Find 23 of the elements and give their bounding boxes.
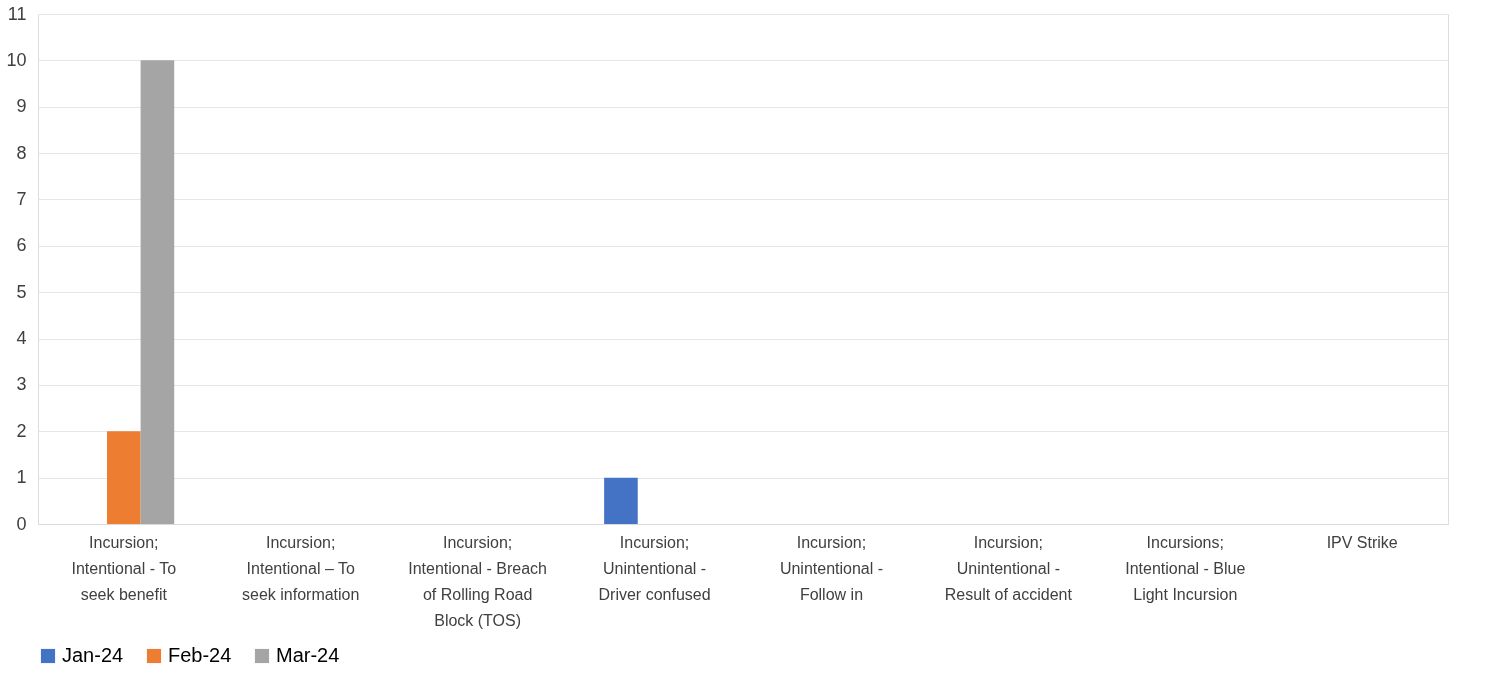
x-tick-label: Incursion; Intentional - Breach of Rolling Road Block (TOS) — [408, 533, 547, 629]
y-tick-label: 11 — [7, 3, 27, 24]
y-tick-label: 7 — [16, 188, 27, 209]
legend-label: Mar-24 — [276, 644, 340, 666]
x-tick-label: Incursion; Unintentional - Driver confused — [598, 533, 711, 603]
y-tick-label: 0 — [16, 513, 27, 534]
y-tick-label: 5 — [16, 281, 27, 302]
x-tick-label: Incursions; Intentional - Blue Light Incursion — [1125, 533, 1246, 603]
x-tick-label: IPV Strike — [1326, 533, 1398, 551]
y-tick-label: 2 — [16, 420, 27, 441]
y-tick-label: 1 — [16, 467, 27, 488]
legend-label: Feb-24 — [168, 644, 232, 666]
y-tick-label: 3 — [16, 374, 27, 395]
y-tick-label: 9 — [16, 96, 27, 117]
x-tick-label: Incursion; Unintentional - Follow in — [779, 533, 884, 603]
x-tick-label: Incursion; Unintentional - Result of accident — [944, 533, 1073, 603]
y-tick-label: 6 — [16, 235, 27, 256]
x-tick-label: Incursion; Intentional – To seek information — [242, 533, 360, 603]
y-tick-label: 4 — [16, 328, 27, 349]
y-tick-label: 10 — [6, 49, 27, 70]
x-tick-label: Incursion; Intentional - To seek benefit — [71, 533, 177, 603]
legend-label: Jan-24 — [62, 644, 124, 666]
y-tick-label: 8 — [16, 142, 27, 163]
